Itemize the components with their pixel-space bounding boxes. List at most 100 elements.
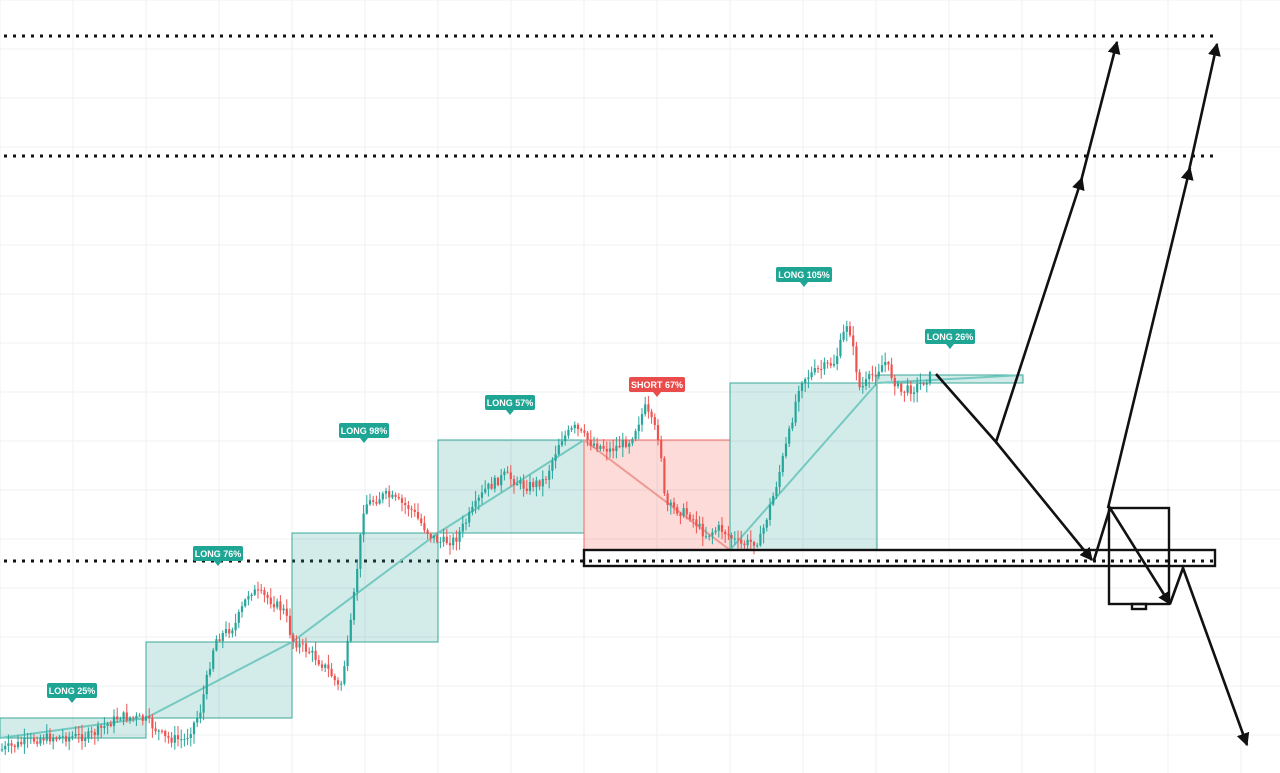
candle-body <box>810 372 813 378</box>
candle-body <box>324 664 327 668</box>
candle-body <box>36 741 39 744</box>
candle-body <box>176 735 180 740</box>
candle-body <box>864 379 868 386</box>
candle-body <box>365 504 368 514</box>
candle-body <box>631 439 634 444</box>
candle-body <box>666 493 669 505</box>
trade-label-text: LONG 98% <box>341 426 388 436</box>
candle-body <box>637 424 640 432</box>
candle-body <box>576 424 580 430</box>
candle-body <box>80 734 84 742</box>
candle-body <box>874 375 877 377</box>
candle-body <box>762 527 765 534</box>
trade-label-text: SHORT 67% <box>631 380 683 390</box>
candle-body <box>295 641 298 648</box>
candle-body <box>896 383 900 387</box>
candle-body <box>141 715 144 721</box>
candle-body <box>730 535 733 539</box>
candle-body <box>826 362 829 364</box>
trade-label-text: LONG 105% <box>778 270 830 280</box>
candle-body <box>96 725 100 736</box>
candle-body <box>436 535 439 543</box>
candle-body <box>612 448 615 451</box>
candle-body <box>196 717 199 723</box>
candle-body <box>919 383 922 384</box>
candle-body <box>90 731 93 733</box>
candle-body <box>807 377 810 379</box>
candle-body <box>842 331 845 340</box>
candle-body <box>116 716 119 720</box>
candle-body <box>125 712 128 721</box>
candle-body <box>320 664 324 668</box>
candle-body <box>608 448 612 452</box>
candle-body <box>61 736 64 738</box>
candle-body <box>202 694 205 713</box>
candle-body <box>13 745 16 748</box>
candle-body <box>173 735 176 743</box>
candle-body <box>260 589 263 591</box>
candle-body <box>634 431 637 440</box>
candle-body <box>458 531 461 542</box>
candle-body <box>64 736 68 742</box>
candle-body <box>32 737 36 742</box>
candle-body <box>432 535 436 539</box>
candle-body <box>800 383 804 391</box>
candle-body <box>186 738 189 740</box>
candle-body <box>420 518 423 524</box>
candle-body <box>887 362 890 365</box>
candle-body <box>884 362 887 366</box>
candle-body <box>384 491 388 494</box>
trade-label-text: LONG 25% <box>49 686 96 696</box>
candle-body <box>138 715 141 717</box>
candle-body <box>77 733 80 735</box>
candle-body <box>484 488 487 493</box>
candle-body <box>144 716 148 721</box>
candle-body <box>733 538 736 540</box>
candle-body <box>426 530 429 534</box>
candle-body <box>922 383 925 385</box>
candle-body <box>192 722 196 735</box>
trade-label-long-26: LONG 26% <box>925 329 975 349</box>
candle-body <box>23 738 26 745</box>
candle-body <box>378 499 381 504</box>
candle-body <box>893 377 896 387</box>
candle-body <box>135 715 138 718</box>
candle-body <box>688 514 692 520</box>
candle-body <box>4 745 7 750</box>
candle-body <box>871 374 874 376</box>
candlestick-series <box>0 320 932 755</box>
candle-body <box>381 493 384 500</box>
candle-body <box>215 639 218 651</box>
candle-body <box>336 680 340 685</box>
trend-line-long-6 <box>876 374 1024 384</box>
candle-body <box>10 743 13 746</box>
candle-body <box>797 390 800 402</box>
candle-body <box>106 724 109 726</box>
candle-body <box>772 495 775 505</box>
candle-body <box>413 509 416 512</box>
candle-body <box>87 731 90 739</box>
candle-body <box>29 737 32 739</box>
candle-body <box>410 508 413 510</box>
candle-body <box>743 543 746 546</box>
candle-body <box>237 612 240 623</box>
candle-body <box>788 428 791 444</box>
candle-body <box>791 422 794 429</box>
candle-body <box>103 726 106 728</box>
candle-body <box>525 488 528 491</box>
candle-body <box>647 404 650 412</box>
candle-body <box>298 643 301 648</box>
candle-body <box>442 536 445 542</box>
candle-body <box>570 428 573 430</box>
candle-body <box>784 443 788 457</box>
candle-body <box>532 482 535 488</box>
candle-body <box>272 604 276 608</box>
candle-body <box>749 539 752 542</box>
candle-body <box>717 525 720 531</box>
candle-body <box>548 470 551 480</box>
candle-body <box>538 480 541 487</box>
candle-body <box>640 414 644 425</box>
candle-body <box>375 501 378 504</box>
candle-body <box>282 608 285 611</box>
projection-arrow-4 <box>1092 504 1172 606</box>
